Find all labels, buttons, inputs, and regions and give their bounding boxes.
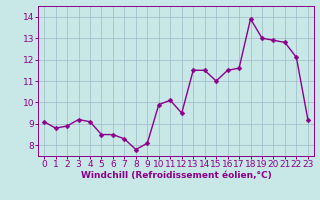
X-axis label: Windchill (Refroidissement éolien,°C): Windchill (Refroidissement éolien,°C) (81, 171, 271, 180)
